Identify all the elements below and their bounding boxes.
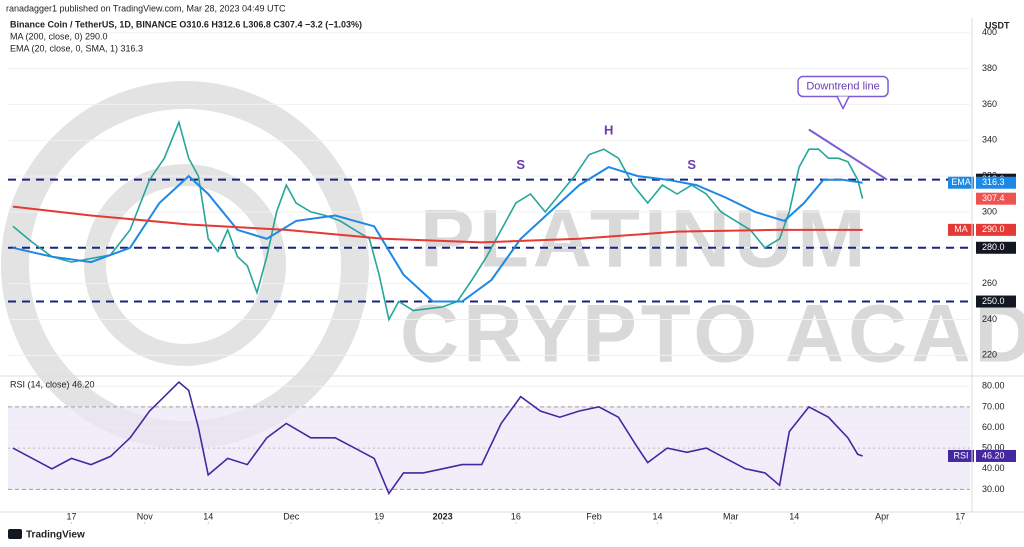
series-line xyxy=(12,381,863,496)
series-line xyxy=(12,166,863,303)
annotation: S xyxy=(516,157,525,172)
level-tag xyxy=(976,241,1016,254)
x-tick-label: Feb xyxy=(586,511,602,521)
y-tick-label: 340 xyxy=(982,135,997,145)
x-tick-label: 19 xyxy=(374,511,384,521)
price-tag-label: 307.4 xyxy=(982,193,1005,203)
price-tag xyxy=(976,176,1016,189)
y-tick-label: 60.00 xyxy=(982,422,1005,432)
plot: 220240260280300320340360380400318.0280.0… xyxy=(8,27,1016,524)
y-tick-label: 30.00 xyxy=(982,484,1005,494)
y-tick-label: 70.00 xyxy=(982,401,1005,411)
rsi-legend: RSI (14, close) 46.20 xyxy=(10,379,95,389)
annotation: S xyxy=(687,157,696,172)
x-tick-label: 16 xyxy=(511,511,521,521)
ema-legend: EMA (20, close, 0, SMA, 1) 316.3 xyxy=(10,43,143,53)
y-tick-label: 220 xyxy=(982,350,997,360)
y-tick-label: 50.00 xyxy=(982,443,1005,453)
x-tick-label: 17 xyxy=(66,511,76,521)
x-tick-label: 14 xyxy=(203,511,213,521)
annotation: H xyxy=(604,123,613,138)
price-tag-label: 290.0 xyxy=(982,224,1005,234)
price-tag xyxy=(976,449,1016,462)
tag-name-box xyxy=(948,223,974,236)
annotation-pointer xyxy=(836,96,850,111)
x-tick-label: Nov xyxy=(137,511,154,521)
tag-name: MA xyxy=(954,224,968,234)
price-tag-label: 316.3 xyxy=(982,177,1005,187)
watermark-text: CRYPTO ACADEMY xyxy=(400,289,1024,380)
y-tick-label: 260 xyxy=(982,278,997,288)
price-tag xyxy=(976,223,1016,236)
published-line: ranadagger1 published on TradingView.com… xyxy=(6,3,286,13)
x-tick-label: 2023 xyxy=(433,511,453,521)
y-tick-label: 380 xyxy=(982,63,997,73)
y-tick-label: 240 xyxy=(982,314,997,324)
level-tag-label: 250.0 xyxy=(982,296,1005,306)
trendline xyxy=(808,128,888,181)
y-tick-label: 360 xyxy=(982,99,997,109)
x-tick-label: Apr xyxy=(875,511,889,521)
y-tick-label: 40.00 xyxy=(982,463,1005,473)
watermark-text: PLATINUM xyxy=(420,194,870,285)
ma-legend: MA (200, close, 0) 290.0 xyxy=(10,31,108,41)
series-line xyxy=(12,205,863,244)
price-tag xyxy=(976,192,1016,205)
y-tick-label: 80.00 xyxy=(982,381,1005,391)
tag-name: RSI xyxy=(953,450,968,460)
tag-name-box xyxy=(948,449,974,462)
x-tick-label: 14 xyxy=(652,511,662,521)
x-tick-label: 14 xyxy=(789,511,799,521)
tv-logo xyxy=(8,529,22,539)
x-tick-label: Mar xyxy=(723,511,739,521)
symbol-legend: Binance Coin / TetherUS, 1D, BINANCE O31… xyxy=(10,19,362,29)
x-tick-label: 17 xyxy=(955,511,965,521)
x-tick-label: Dec xyxy=(283,511,300,521)
level-tag-label: 280.0 xyxy=(982,242,1005,252)
level-tag xyxy=(976,295,1016,308)
currency-label: USDT xyxy=(985,20,1010,30)
tag-name: EMA xyxy=(951,177,971,187)
tag-name-box xyxy=(948,176,974,189)
y-tick-label: 300 xyxy=(982,206,997,216)
y-tick-label: 400 xyxy=(982,27,997,37)
price-tag-label: 46.20 xyxy=(982,450,1005,460)
tv-footer: TradingView xyxy=(26,530,85,541)
annotation: Downtrend line xyxy=(806,80,879,92)
series-line xyxy=(12,119,864,322)
